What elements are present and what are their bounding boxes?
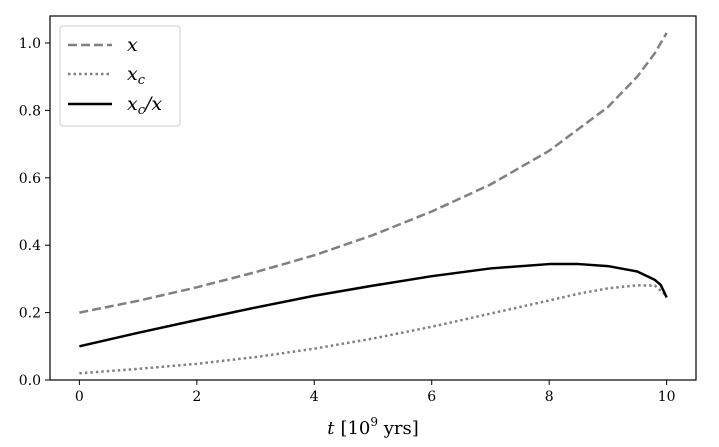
- y-tick-label: 0.4: [19, 238, 41, 254]
- x-axis-ticks: 0 2 4 6 8 10: [75, 380, 676, 405]
- y-tick-label: 0.0: [19, 373, 41, 389]
- y-axis-ticks: 0.0 0.2 0.4 0.6 0.8 1.0: [19, 36, 50, 389]
- x-axis-title-unit-exponent: 9: [370, 415, 378, 429]
- y-tick-label: 1.0: [19, 36, 41, 52]
- series-layer: [79, 32, 668, 375]
- legend: x xc xc/x: [59, 25, 181, 127]
- x-axis-title: t [109 yrs]: [327, 415, 419, 439]
- legend-label-x-c-subscript: c: [138, 73, 146, 88]
- x-tick-label: 6: [427, 389, 436, 405]
- x-tick-label: 4: [310, 389, 319, 405]
- x-axis-title-unit-post: yrs]: [378, 418, 419, 439]
- y-tick-label: 0.2: [19, 306, 41, 322]
- legend-label-x-c-over-x: xc/x: [127, 93, 162, 118]
- x-tick-label: 0: [75, 389, 84, 405]
- y-tick-label: 0.6: [19, 171, 41, 187]
- x-tick-label: 2: [192, 389, 201, 405]
- x-axis-title-unit-pre: [10: [340, 418, 370, 439]
- x-tick-label: 10: [658, 389, 676, 405]
- plot-area-frame: [49, 15, 697, 381]
- legend-label-x-c-over-x-subscript: c: [138, 103, 146, 118]
- x-tick-label: 8: [545, 389, 554, 405]
- x-axis-title-variable: t: [327, 418, 335, 439]
- y-tick-label: 0.8: [19, 103, 41, 119]
- legend-label-x: x: [127, 34, 138, 56]
- series-line-x-c-x: [79, 262, 668, 348]
- series-line-x-c: [79, 284, 668, 375]
- series-line-x: [79, 32, 668, 314]
- legend-box: [59, 25, 181, 127]
